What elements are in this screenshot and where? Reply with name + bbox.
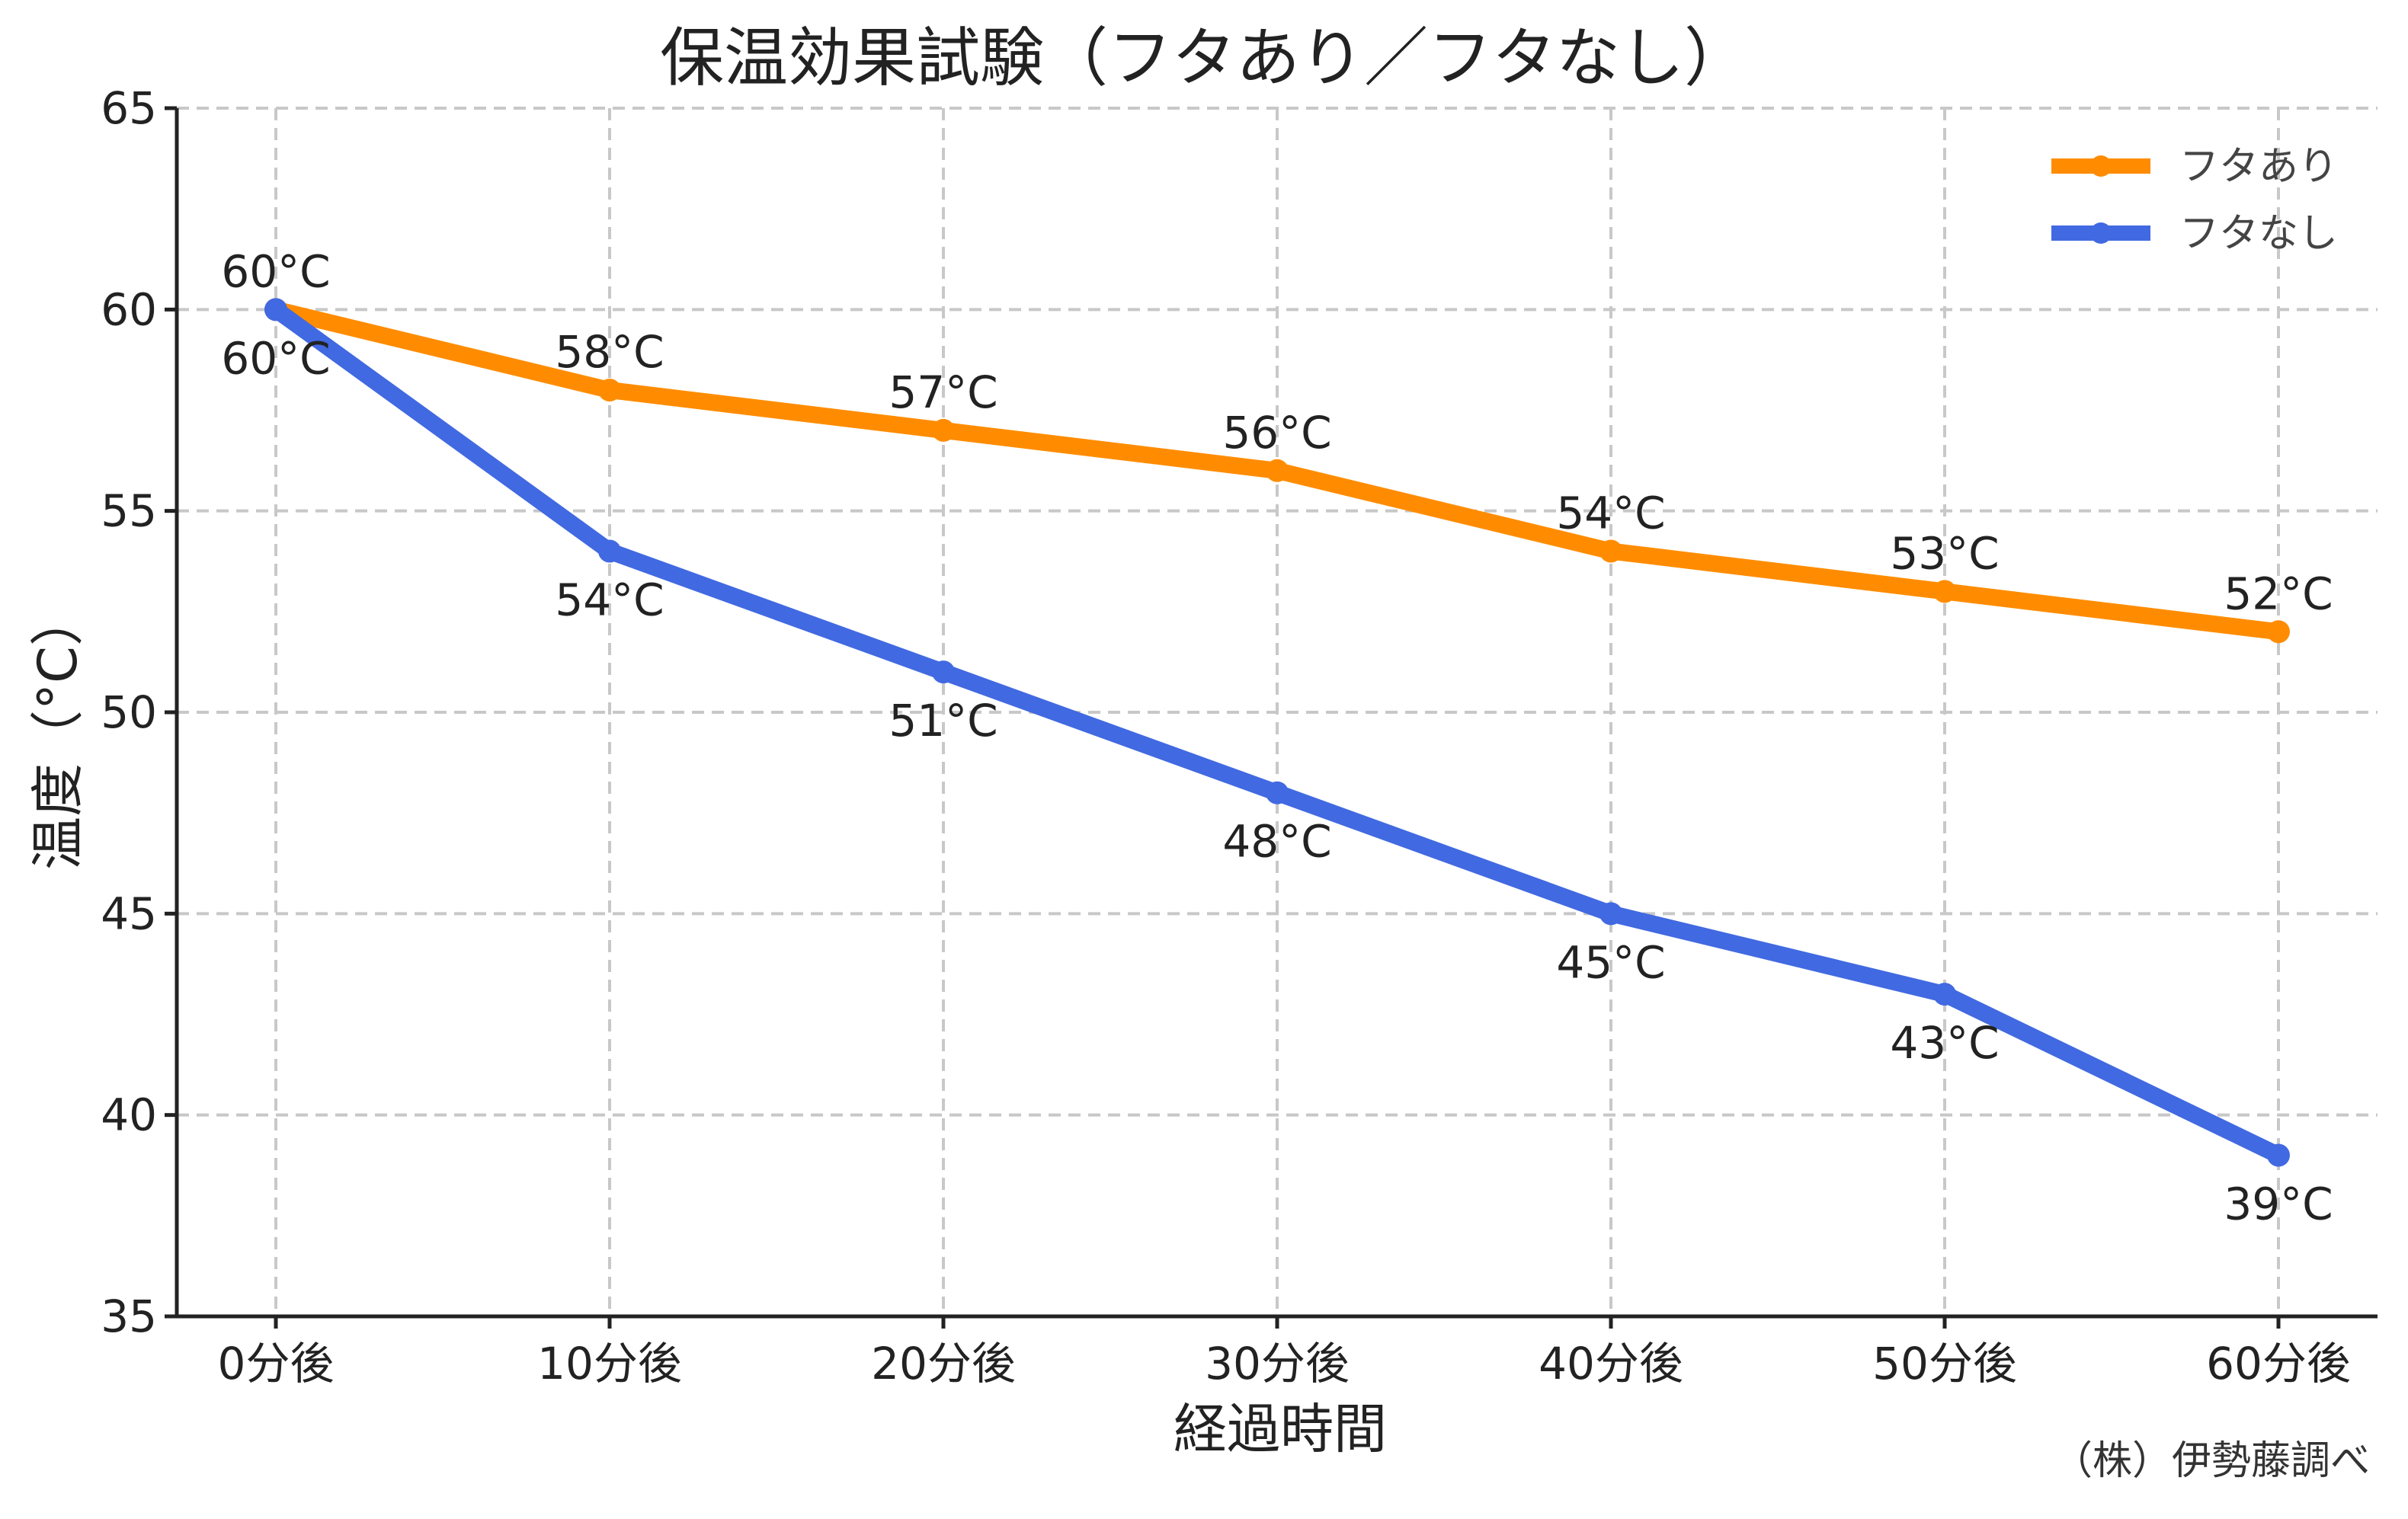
x-tick-label: 10分後 <box>537 1338 682 1389</box>
y-tick-label: 65 <box>101 82 157 134</box>
data-label-nolid: 39°C <box>2224 1178 2333 1230</box>
data-label-nolid: 45°C <box>1556 936 1665 988</box>
legend-label-lid: フタあり <box>2179 144 2338 190</box>
y-tick-label: 55 <box>101 485 157 537</box>
data-point-nolid <box>932 660 955 684</box>
x-axis-label: 経過時間 <box>1174 1398 1387 1460</box>
x-tick-label: 60分後 <box>2206 1338 2351 1389</box>
axes-layer <box>165 106 2378 1329</box>
data-label-nolid: 43°C <box>1890 1017 1999 1069</box>
data-point-lid <box>1599 539 1622 563</box>
data-point-lid <box>598 379 621 402</box>
data-point-lid <box>2267 620 2290 644</box>
x-tick-label: 50分後 <box>1872 1338 2017 1389</box>
data-point-nolid <box>264 298 287 321</box>
data-label-nolid: 60°C <box>221 332 330 384</box>
data-point-nolid <box>2267 1143 2290 1167</box>
y-tick-label: 50 <box>101 686 157 738</box>
data-label-lid: 60°C <box>221 245 330 297</box>
legend-marker-nolid <box>2090 222 2112 244</box>
data-point-nolid <box>1933 983 1956 1006</box>
y-tick-label: 60 <box>101 283 157 335</box>
legend-label-nolid: フタなし <box>2179 211 2338 257</box>
grid-layer <box>177 107 2378 1316</box>
data-label-lid: 52°C <box>2224 568 2333 619</box>
data-label-nolid: 51°C <box>889 695 997 747</box>
data-label-nolid: 48°C <box>1222 816 1331 868</box>
data-label-lid: 54°C <box>1556 488 1665 539</box>
y-tick-label: 45 <box>101 887 157 939</box>
y-tick-label: 35 <box>101 1290 157 1342</box>
series-layer <box>264 298 2290 1167</box>
data-label-nolid: 54°C <box>555 574 664 626</box>
legend-marker-lid <box>2090 155 2112 177</box>
data-labels: 60°C 58°C 57°C 56°C 54°C 53°C 52°C 60°C 54°C 51°C… <box>221 245 2333 1230</box>
data-point-lid <box>932 418 955 442</box>
source-note: （株）伊勢藤調べ <box>2053 1438 2370 1484</box>
x-tick-labels: 0分後 10分後 20分後 30分後 40分後 50分後 60分後 <box>218 1338 2351 1389</box>
data-label-lid: 58°C <box>555 326 664 378</box>
data-point-lid <box>1933 580 1956 603</box>
data-point-nolid <box>1599 902 1622 926</box>
data-label-lid: 53°C <box>1890 527 1999 579</box>
y-axis-label: 温度（°C） <box>27 593 89 870</box>
y-tick-label: 40 <box>101 1089 157 1141</box>
data-point-lid <box>1266 459 1289 482</box>
data-label-lid: 56°C <box>1222 407 1331 459</box>
x-tick-label: 20分後 <box>871 1338 1016 1389</box>
y-tick-labels: 35 40 45 50 55 60 65 <box>101 82 157 1342</box>
x-tick-label: 30分後 <box>1205 1338 1350 1389</box>
data-point-nolid <box>1266 781 1289 804</box>
x-tick-label: 0分後 <box>218 1338 335 1389</box>
data-point-nolid <box>598 539 621 563</box>
x-tick-label: 40分後 <box>1539 1338 1683 1389</box>
data-label-lid: 57°C <box>889 366 997 418</box>
chart-title: 保温効果試験（フタあり／フタなし） <box>660 21 1748 95</box>
